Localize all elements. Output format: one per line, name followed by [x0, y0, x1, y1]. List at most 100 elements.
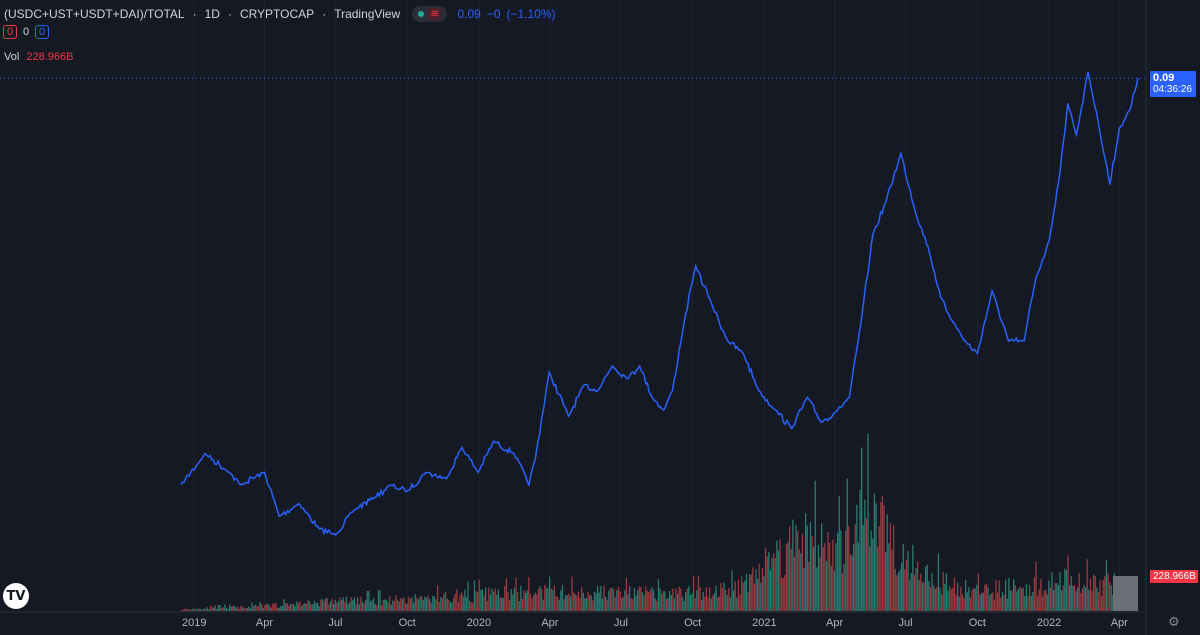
volume-bar: [270, 607, 272, 611]
time-axis[interactable]: 2019 Apr Jul Oct 2020 Apr Jul Oct 2021 Apr Jul Oct 2…: [182, 617, 1128, 629]
volume-bar: [616, 590, 618, 611]
volume-bar: [949, 585, 951, 611]
volume-bar: [371, 600, 373, 611]
volume-value: 228.966B: [26, 51, 74, 63]
volume-bar: [598, 592, 600, 611]
volume-bar: [451, 602, 453, 611]
volume-bar: [480, 589, 482, 611]
volume-bar: [819, 556, 821, 611]
volume-badge: 228.966B: [1150, 570, 1198, 583]
source-label: TradingView: [334, 7, 401, 21]
chart-legend-header: (USDC+UST+USDT+DAI)/TOTAL · 1D · CRYPTOC…: [4, 6, 562, 22]
volume-bar: [309, 601, 311, 611]
volume-bar: [693, 576, 695, 611]
volume-bar: [781, 577, 783, 611]
market-status-pill[interactable]: ≋: [412, 6, 448, 22]
indicator-box-blue[interactable]: 0: [35, 25, 49, 39]
volume-bar: [517, 592, 519, 611]
volume-bar: [1096, 587, 1098, 611]
volume-bar: [630, 598, 632, 611]
indicator-box-red[interactable]: 0: [3, 25, 17, 39]
volume-bar: [443, 593, 445, 611]
volume-bar: [835, 543, 837, 611]
volume-bar: [667, 598, 669, 611]
exchange-label: CRYPTOCAP: [239, 7, 315, 21]
volume-bar: [981, 593, 983, 611]
green-dot-icon: [418, 11, 425, 17]
volume-bar: [534, 592, 536, 611]
volume-bar: [392, 600, 394, 611]
volume-bar: [1021, 588, 1023, 611]
volume-bar: [235, 607, 237, 611]
volume-bar: [637, 590, 639, 611]
volume-bar: [601, 598, 604, 611]
volume-bar: [325, 598, 327, 611]
volume-bar: [317, 602, 319, 611]
interval-label[interactable]: 1D: [204, 7, 220, 21]
volume-bar: [899, 569, 901, 611]
volume-bar: [1077, 587, 1079, 611]
volume-bar: [672, 588, 674, 611]
volume-bar: [1073, 585, 1076, 611]
volume-bar: [347, 604, 349, 611]
volume-bar: [969, 597, 972, 611]
volume-bar: [896, 575, 898, 611]
volume-bar: [339, 597, 341, 611]
volume-bar: [918, 580, 920, 611]
volume-bar: [728, 588, 730, 611]
volume-bar: [539, 585, 541, 611]
volume-bar: [589, 594, 591, 611]
volume-bar: [281, 605, 284, 611]
volume-bar: [277, 607, 279, 611]
volume-bar: [707, 597, 709, 611]
volume-bar: [1006, 598, 1008, 611]
symbol-title[interactable]: (USDC+UST+USDT+DAI)/TOTAL: [4, 7, 185, 21]
volume-bar: [197, 608, 199, 611]
volume-bar: [742, 582, 744, 611]
volume-bar: [648, 592, 650, 611]
volume-bar: [657, 579, 660, 611]
volume-bar: [408, 597, 410, 611]
volume-bar: [315, 603, 317, 611]
volume-legend[interactable]: Vol 228.966B: [4, 51, 73, 63]
volume-bar: [1101, 596, 1103, 611]
volume-bar: [925, 566, 927, 611]
volume-bar: [958, 596, 960, 611]
tradingview-logo[interactable]: TV: [3, 583, 29, 609]
volume-bar: [1009, 590, 1012, 611]
volume-bar: [494, 588, 496, 611]
volume-bar: [305, 603, 308, 611]
volume-bar: [806, 525, 808, 611]
volume-bar: [870, 530, 872, 611]
volume-bar: [848, 526, 850, 611]
volume-bar: [593, 591, 596, 611]
volume-bar: [974, 588, 976, 611]
volume-bar: [203, 608, 205, 611]
volume-bar: [555, 596, 557, 611]
volume-bar: [889, 523, 892, 611]
volume-bar: [734, 581, 736, 611]
volume-bar: [632, 599, 634, 611]
volume-bar: [627, 594, 629, 611]
volume-bar: [800, 553, 802, 611]
volume-bar: [467, 581, 469, 611]
volume-bar: [1053, 590, 1055, 611]
price-series-line[interactable]: [180, 71, 1139, 536]
volume-bar: [413, 603, 415, 611]
volume-bar: [808, 561, 810, 611]
volume-bar: [200, 609, 202, 611]
volume-bar: [745, 573, 748, 611]
volume-bar: [753, 583, 756, 611]
volume-bar: [1069, 585, 1071, 611]
volume-bar: [1014, 585, 1016, 611]
volume-bar: [1085, 587, 1087, 611]
volume-bar: [465, 597, 468, 611]
volume-bar: [409, 599, 412, 611]
volume-bar: [280, 606, 282, 611]
volume-bar: [557, 596, 559, 611]
volume-bar: [385, 599, 388, 611]
volume-bar: [406, 603, 408, 611]
gear-icon[interactable]: ⚙: [1168, 614, 1180, 629]
volume-bar: [352, 599, 354, 611]
